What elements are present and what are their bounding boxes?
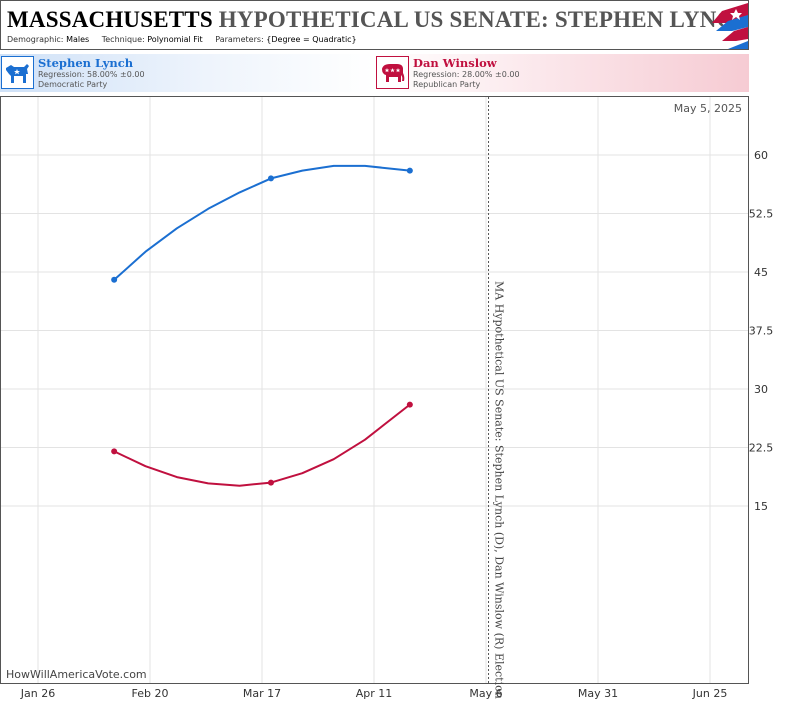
x-tick-label: Feb 20 (132, 687, 169, 700)
y-tick-label: 30 (754, 383, 768, 396)
meta-technique-key: Technique: (101, 35, 145, 44)
date-marker-label: May 5, 2025 (674, 102, 742, 115)
plot-frame (0, 96, 749, 684)
x-axis-ticks: Jan 26 Feb 20 Mar 17 Apr 11 May 6 May 31 Jun 2… (20, 687, 728, 700)
title-rest: HYPOTHETICAL US SENATE: STEPHEN LYNCH (218, 7, 749, 32)
meta-parameters-value: {Degree = Quadratic} (266, 35, 357, 44)
data-point[interactable] (267, 479, 274, 486)
x-tick-label: Jun 25 (692, 687, 728, 700)
meta-demographic-value: Males (66, 35, 90, 44)
republican-regression: Regression: 28.00% ±0.00 (413, 70, 520, 79)
y-tick-label: 22.5 (749, 442, 774, 455)
republican-name: Dan Winslow (413, 56, 497, 70)
candidate-band-democrat: Stephen Lynch Regression: 58.00% ±0.00 D… (0, 54, 375, 92)
chart-header: MASSACHUSETTS HYPOTHETICAL US SENATE: ST… (0, 0, 749, 50)
y-tick-label: 15 (754, 500, 768, 513)
elephant-icon (376, 56, 409, 89)
meta-parameters-key: Parameters: (215, 35, 264, 44)
republican-party: Republican Party (413, 80, 481, 89)
x-tick-label: Mar 17 (243, 687, 281, 700)
x-tick-label: Apr 11 (356, 687, 393, 700)
x-tick-label: Jan 26 (20, 687, 55, 700)
democrat-party: Democratic Party (38, 80, 108, 89)
republican-info: Dan Winslow Regression: 28.00% ±0.00 Rep… (413, 56, 520, 90)
site-logo-icon (712, 3, 748, 49)
chart-meta: Demographic: Males Technique: Polynomial… (7, 35, 367, 44)
series-line-lynch (113, 164, 411, 281)
chart-title: MASSACHUSETTS HYPOTHETICAL US SENATE: ST… (7, 7, 749, 33)
watermark-text: HowWillAmericaVote.com (6, 668, 147, 681)
democrat-name: Stephen Lynch (38, 56, 134, 70)
vertical-election-label: MA Hypothetical US Senate: Stephen Lynch… (493, 281, 506, 699)
data-point[interactable] (406, 401, 413, 408)
data-point[interactable] (267, 175, 274, 182)
x-tick-label: May 6 (469, 687, 502, 700)
meta-technique-value: Polynomial Fit (147, 35, 203, 44)
democrat-info: Stephen Lynch Regression: 58.00% ±0.00 D… (38, 56, 145, 90)
y-tick-label: 52.5 (749, 208, 774, 221)
title-state: MASSACHUSETTS (7, 7, 213, 32)
y-tick-label: 60 (754, 149, 768, 162)
meta-demographic-key: Demographic: (7, 35, 64, 44)
x-tick-label: May 31 (578, 687, 618, 700)
candidate-band-republican: Dan Winslow Regression: 28.00% ±0.00 Rep… (375, 54, 749, 92)
chart-grid (1, 97, 748, 683)
data-point[interactable] (111, 448, 118, 455)
donkey-icon (1, 56, 34, 89)
data-point[interactable] (406, 167, 413, 174)
data-point[interactable] (111, 276, 118, 283)
polling-chart: Jan 26 Feb 20 Mar 17 Apr 11 May 6 May 31 Jun 2… (0, 96, 774, 700)
y-tick-label: 45 (754, 266, 768, 279)
chart-series (111, 164, 413, 487)
y-tick-label: 37.5 (749, 325, 774, 338)
series-line-winslow (113, 403, 411, 487)
y-axis-ticks: 60 52.5 45 37.5 30 22.5 15 (749, 149, 774, 513)
democrat-regression: Regression: 58.00% ±0.00 (38, 70, 145, 79)
